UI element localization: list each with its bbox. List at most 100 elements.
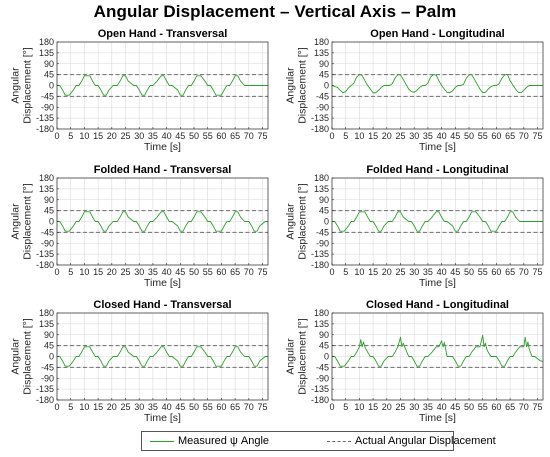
y-tick-label: -180 [311, 395, 329, 405]
x-tick-label: 40 [162, 402, 172, 412]
y-tick-label: 0 [324, 352, 329, 362]
legend: Measured ψ Angle Actual Angular Displace… [141, 431, 496, 451]
x-tick-label: 5 [68, 131, 73, 141]
y-tick-label: 0 [49, 352, 54, 362]
x-tick-label: 20 [382, 267, 392, 277]
x-tick-label: 75 [533, 267, 543, 277]
x-tick-label: 25 [120, 131, 130, 141]
x-tick-label: 70 [244, 131, 254, 141]
x-tick-label: 50 [189, 131, 199, 141]
x-tick-label: 5 [68, 402, 73, 412]
y-axis-label-line: Angular [9, 203, 21, 240]
x-tick-label: 25 [395, 267, 405, 277]
y-axis-label-line: Displacement [°] [297, 183, 309, 260]
y-tick-label: 0 [49, 217, 54, 227]
y-tick-label: 180 [314, 308, 329, 318]
x-tick-label: 55 [203, 267, 213, 277]
x-tick-label: 65 [505, 267, 515, 277]
x-tick-label: 50 [189, 402, 199, 412]
y-axis-label: AngularDisplacement [°] [284, 183, 308, 260]
y-tick-label: -135 [311, 384, 329, 394]
x-tick-label: 5 [343, 131, 348, 141]
series-line-measured [57, 211, 268, 232]
series-line-measured [331, 73, 543, 94]
x-axis-label: Time [s] [144, 412, 181, 424]
y-tick-label: 90 [319, 59, 329, 69]
y-tick-label: 135 [39, 48, 54, 58]
x-tick-label: 65 [230, 131, 240, 141]
x-tick-label: 0 [54, 267, 59, 277]
chart-panel-4: 0 5 10 15 20 25 30 35 40 45 50 55 60 65 70 751801359045… [284, 164, 544, 289]
y-tick-label: -180 [36, 395, 54, 405]
series-line-measured [332, 334, 544, 367]
x-tick-label: 40 [437, 131, 447, 141]
y-tick-label: -45 [316, 362, 329, 372]
chart-title: Closed Hand - Transversal [93, 299, 231, 311]
x-tick-label: 30 [409, 267, 419, 277]
chart-panel-2: 0 5 10 15 20 25 30 35 40 45 50 55 60 65 70 751801359045… [284, 28, 544, 153]
x-tick-label: 50 [464, 267, 474, 277]
y-tick-label: -180 [36, 260, 54, 270]
chart-title: Closed Hand - Longitudinal [366, 299, 509, 311]
x-tick-label: 0 [329, 267, 334, 277]
y-tick-label: 135 [39, 184, 54, 194]
x-axis-label: Time [s] [419, 412, 456, 424]
figure-title: Angular Displacement – Vertical Axis – P… [93, 2, 457, 21]
chart-title: Open Hand - Longitudinal [370, 28, 504, 40]
x-tick-label: 70 [244, 402, 254, 412]
x-tick-label: 30 [409, 131, 419, 141]
x-tick-label: 15 [368, 267, 378, 277]
y-tick-label: 90 [44, 59, 54, 69]
y-axis-label: AngularDisplacement [°] [9, 183, 33, 260]
x-axis-label: Time [s] [144, 141, 181, 153]
chart-panel-1: 0 5 10 15 20 25 30 35 40 45 50 55 60 65 70 751801359045… [9, 28, 269, 153]
x-tick-label: 15 [93, 131, 103, 141]
chart-panel-5: 0 5 10 15 20 25 30 35 40 45 50 55 60 65 70 751801359045… [9, 299, 269, 424]
x-tick-label: 75 [533, 131, 543, 141]
x-tick-label: 55 [478, 267, 488, 277]
x-tick-label: 25 [395, 131, 405, 141]
x-tick-label: 45 [175, 267, 185, 277]
series-line-measured [332, 211, 543, 232]
y-tick-label: 45 [44, 341, 54, 351]
x-tick-label: 20 [107, 402, 117, 412]
x-tick-label: 0 [54, 402, 59, 412]
y-tick-label: -135 [36, 384, 54, 394]
y-tick-label: 45 [319, 70, 329, 80]
y-tick-label: -135 [36, 113, 54, 123]
y-tick-label: 180 [39, 173, 54, 183]
x-tick-label: 60 [216, 402, 226, 412]
x-tick-label: 70 [244, 267, 254, 277]
x-axis-label: Time [s] [144, 277, 181, 289]
y-tick-label: -90 [41, 373, 54, 383]
y-tick-label: -180 [311, 124, 329, 134]
y-tick-label: 0 [324, 81, 329, 91]
x-tick-label: 35 [148, 131, 158, 141]
x-tick-label: 60 [491, 267, 501, 277]
y-axis-label: AngularDisplacement [°] [9, 318, 33, 395]
x-tick-label: 60 [216, 131, 226, 141]
y-tick-label: -45 [316, 227, 329, 237]
x-tick-label: 60 [216, 267, 226, 277]
y-axis-label-line: Displacement [°] [297, 47, 309, 124]
chart-title: Folded Hand - Longitudinal [366, 164, 508, 176]
x-tick-label: 70 [519, 131, 529, 141]
x-tick-label: 45 [450, 402, 460, 412]
y-tick-label: -45 [41, 362, 54, 372]
x-axis-label: Time [s] [419, 141, 456, 153]
y-tick-label: -45 [41, 91, 54, 101]
y-tick-label: 0 [324, 217, 329, 227]
x-tick-label: 65 [505, 131, 515, 141]
chart-title: Folded Hand - Transversal [94, 164, 232, 176]
x-tick-label: 45 [175, 402, 185, 412]
y-axis-label: AngularDisplacement [°] [284, 318, 308, 395]
x-tick-label: 55 [478, 131, 488, 141]
x-tick-label: 65 [230, 402, 240, 412]
x-tick-label: 30 [134, 131, 144, 141]
x-tick-label: 30 [134, 267, 144, 277]
series-line-measured [57, 75, 268, 96]
x-tick-label: 5 [343, 267, 348, 277]
x-tick-label: 45 [450, 267, 460, 277]
x-tick-label: 35 [148, 267, 158, 277]
y-tick-label: 135 [314, 184, 329, 194]
